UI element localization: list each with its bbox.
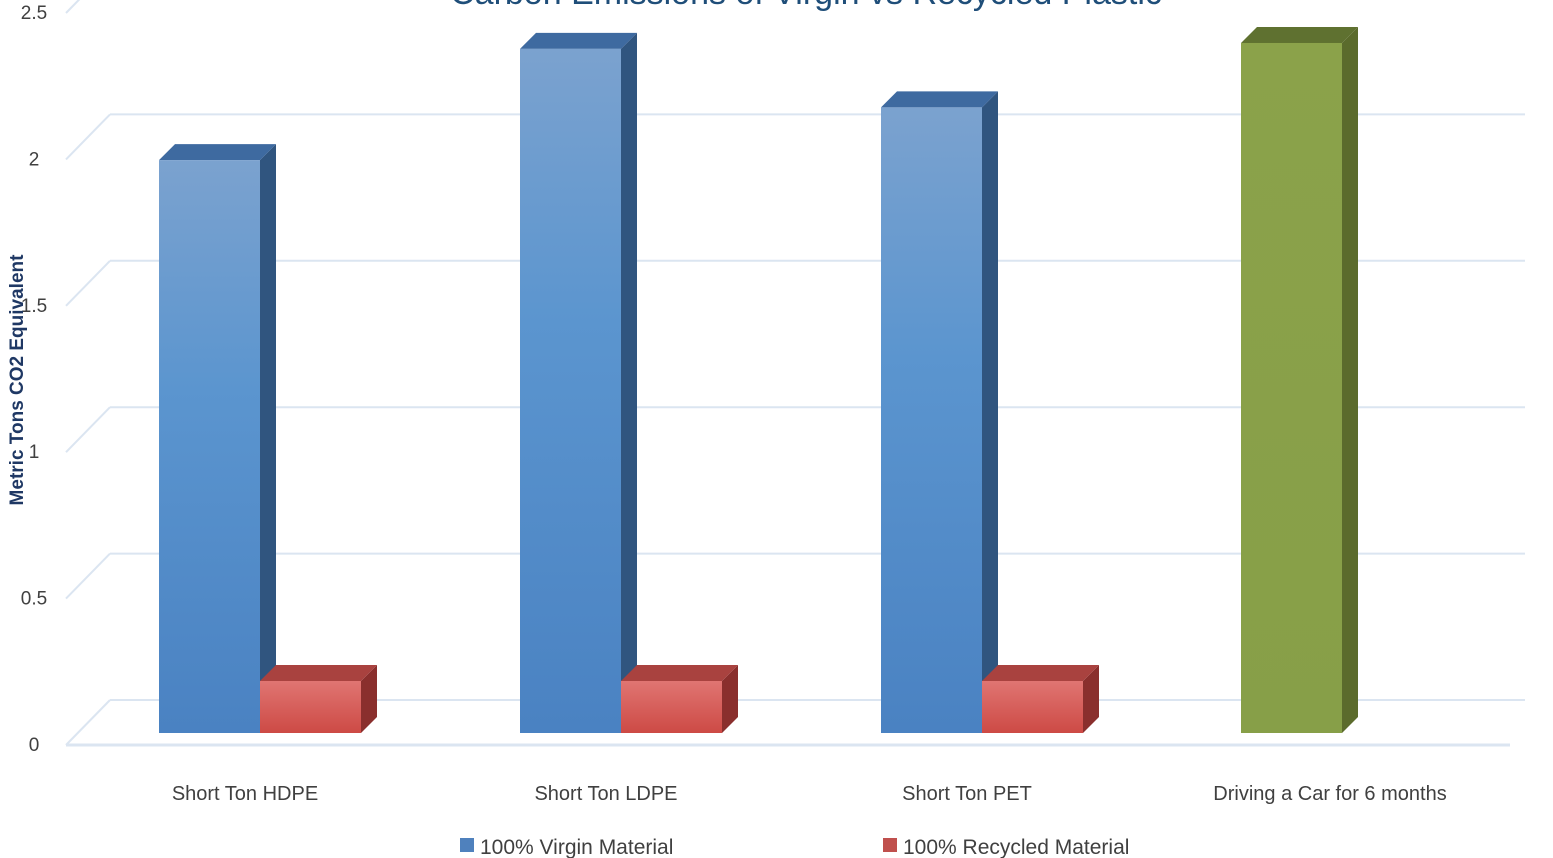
bar-driving-front — [1241, 42, 1342, 733]
bar-virgin-2-side — [982, 91, 998, 733]
legend-virgin-label: 100% Virgin Material — [480, 836, 673, 858]
bar-driving-side — [1342, 26, 1358, 733]
bar-recycled-2 — [982, 665, 1099, 733]
bar-recycled-0-top — [260, 665, 377, 681]
bar-driving — [1241, 26, 1358, 733]
y-tick-label: 1 — [29, 442, 40, 463]
x-tick-label: Short Ton PET — [902, 783, 1032, 805]
legend-virgin-swatch — [460, 838, 474, 852]
gridline-side — [65, 406, 111, 453]
bar-recycled-2-side — [1083, 665, 1099, 733]
bar-virgin-1 — [520, 32, 637, 733]
bar-virgin-2-front — [881, 107, 982, 733]
bar-recycled-2-front — [982, 681, 1083, 733]
y-tick-label: 2 — [29, 149, 40, 170]
bar-virgin-0-side — [260, 144, 276, 733]
bar-recycled-1-top — [621, 665, 738, 681]
bar-driving-top — [1241, 26, 1358, 43]
gridline-side — [65, 699, 111, 746]
bar-virgin-2 — [881, 91, 998, 733]
legend-recycled: 100% Recycled Material — [883, 836, 1129, 858]
bar-recycled-0 — [260, 665, 377, 733]
legend-virgin: 100% Virgin Material — [460, 836, 673, 858]
gridline-side — [65, 552, 111, 600]
bar-recycled-1-side — [722, 665, 738, 733]
bar-recycled-1 — [621, 665, 738, 733]
y-tick-label: 1.5 — [21, 296, 47, 317]
gridline-side — [65, 260, 111, 307]
x-tick-label: Short Ton LDPE — [534, 783, 677, 805]
y-tick-label: 2.5 — [21, 3, 47, 24]
bar-virgin-0 — [159, 144, 276, 733]
bar-recycled-0-side — [361, 665, 377, 733]
gridline-side — [65, 113, 111, 161]
bar-recycled-1-front — [621, 681, 722, 733]
bar-virgin-2-top — [881, 91, 998, 108]
bar-virgin-0-top — [159, 144, 276, 161]
bar-virgin-1-front — [520, 48, 621, 733]
legend-recycled-swatch — [883, 838, 897, 852]
y-tick-label: 0 — [29, 735, 40, 756]
x-tick-label: Short Ton HDPE — [172, 783, 318, 805]
y-tick-label: 0.5 — [21, 589, 47, 610]
bar-recycled-2-top — [982, 665, 1099, 681]
bar-recycled-0-front — [260, 681, 361, 733]
bar-virgin-1-side — [621, 32, 637, 733]
bar-virgin-0-front — [159, 160, 260, 733]
bar-virgin-1-top — [520, 32, 637, 49]
chart-title: Carbon Emissions of Virgin vs Recycled P… — [450, 0, 1162, 12]
gridline-side — [65, 0, 81, 14]
y-axis-label: Metric Tons CO2 Equivalent — [7, 254, 28, 506]
legend-recycled-label: 100% Recycled Material — [903, 836, 1129, 858]
x-tick-label: Driving a Car for 6 months — [1213, 783, 1446, 805]
